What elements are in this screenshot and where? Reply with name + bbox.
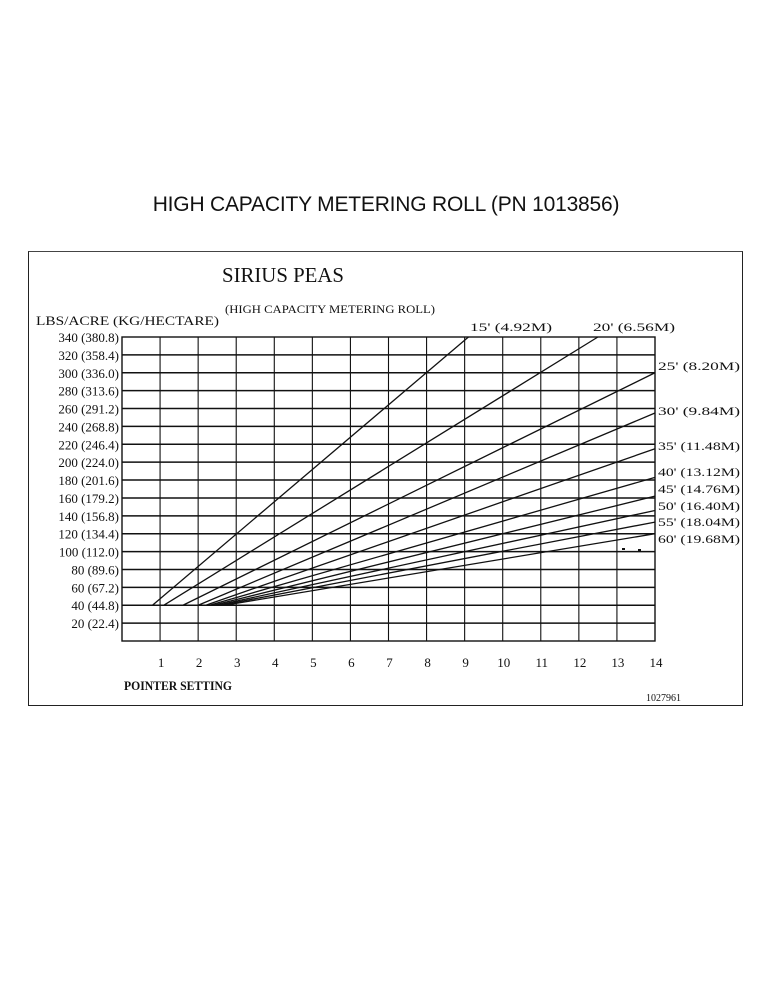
x-tick-label: 7 <box>386 655 393 670</box>
y-tick-label: 180 (201.6) <box>58 473 119 488</box>
data-series-lines <box>152 336 656 606</box>
series-label: 35' (11.48M) <box>658 439 740 453</box>
y-tick-label: 300 (336.0) <box>58 366 119 381</box>
figure-id: 1027961 <box>646 693 681 704</box>
y-axis-label: LBS/ACRE (KG/HECTARE) <box>36 314 219 328</box>
y-tick-label: 100 (112.0) <box>59 545 119 560</box>
x-tick-label: 9 <box>462 655 469 670</box>
x-axis-ticks: 1 2 3 4 5 6 7 8 9 10 11 12 13 14 <box>158 655 663 670</box>
series-line <box>213 495 656 606</box>
x-tick-label: 8 <box>424 655 431 670</box>
series-label: 25' (8.20M) <box>658 359 740 373</box>
x-tick-label: 6 <box>348 655 355 670</box>
series-line <box>217 509 656 606</box>
y-tick-label: 260 (291.2) <box>58 402 119 417</box>
x-tick-label: 1 <box>158 655 165 670</box>
x-tick-label: 12 <box>573 655 586 670</box>
chart-frame <box>28 251 743 706</box>
y-axis-ticks: 340 (380.8) 320 (358.4) 300 (336.0) 280 (31… <box>58 330 119 631</box>
y-tick-label: 240 (268.8) <box>58 419 119 434</box>
series-label: 15' (4.92M) <box>470 320 552 334</box>
series-line <box>152 336 469 606</box>
x-tick-label: 10 <box>497 655 510 670</box>
scan-speck <box>622 548 625 550</box>
chart-grid <box>121 336 656 642</box>
page-title: HIGH CAPACITY METERING ROLL (PN 1013856) <box>152 193 620 216</box>
series-line <box>163 336 599 606</box>
x-tick-label: 13 <box>611 655 624 670</box>
x-tick-label: 11 <box>536 655 549 670</box>
chart-subtitle: (HIGH CAPACITY METERING ROLL) <box>225 302 435 316</box>
series-line <box>182 372 656 606</box>
y-tick-label: 220 (246.4) <box>58 437 119 452</box>
scan-speck <box>638 549 641 551</box>
series-line <box>209 476 656 606</box>
series-label: 50' (16.40M) <box>658 499 740 513</box>
series-line <box>224 533 656 606</box>
series-label: 55' (18.04M) <box>658 515 740 529</box>
x-tick-label: 3 <box>234 655 241 670</box>
y-tick-label: 120 (134.4) <box>58 527 119 542</box>
x-tick-label: 14 <box>650 655 664 670</box>
series-line <box>197 412 656 606</box>
chart-title: SIRIUS PEAS <box>222 263 344 287</box>
y-tick-label: 40 (44.8) <box>71 598 119 613</box>
y-tick-label: 340 (380.8) <box>58 330 119 345</box>
y-tick-label: 20 (22.4) <box>71 616 119 631</box>
y-tick-label: 140 (156.8) <box>58 509 119 524</box>
series-line <box>220 521 656 606</box>
y-tick-label: 60 (67.2) <box>71 580 119 595</box>
y-tick-label: 200 (224.0) <box>58 455 119 470</box>
x-axis-label: POINTER SETTING <box>124 678 232 693</box>
x-tick-label: 4 <box>272 655 279 670</box>
y-tick-label: 320 (358.4) <box>58 348 119 363</box>
series-label: 20' (6.56M) <box>593 320 675 334</box>
y-tick-label: 160 (179.2) <box>58 491 119 506</box>
x-tick-label: 2 <box>196 655 203 670</box>
series-label: 30' (9.84M) <box>658 404 740 418</box>
y-tick-label: 280 (313.6) <box>58 384 119 399</box>
series-label: 60' (19.68M) <box>658 532 740 546</box>
y-tick-label: 80 (89.6) <box>71 562 119 577</box>
x-tick-label: 5 <box>310 655 317 670</box>
series-labels: 15' (4.92M) 20' (6.56M) 25' (8.20M) 30' (9.… <box>470 320 740 546</box>
series-label: 45' (14.76M) <box>658 482 740 496</box>
series-line <box>205 448 656 606</box>
series-label: 40' (13.12M) <box>658 465 740 479</box>
